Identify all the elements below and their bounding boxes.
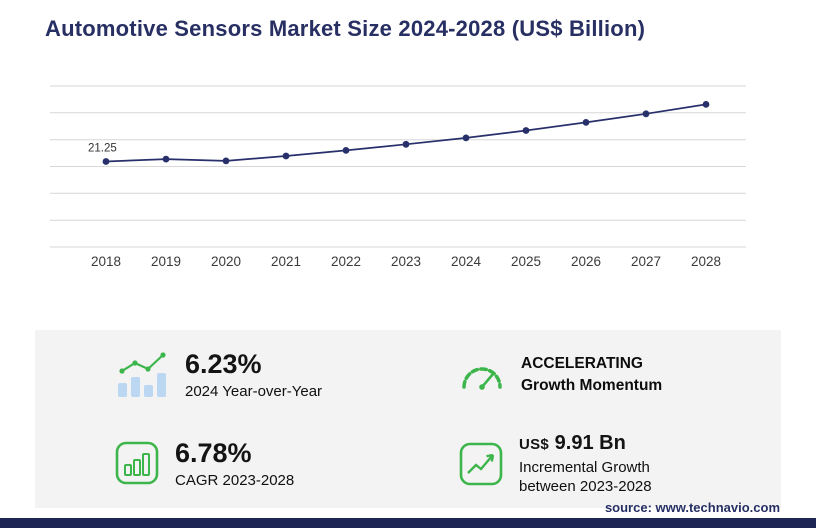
svg-text:2019: 2019: [151, 254, 181, 269]
market-size-line-chart: 2018 2019 2020 2021 2022 2023 2024 2025 2026 2027…: [50, 85, 746, 269]
stat-yoy-growth: 6.23% 2024 Year-over-Year: [35, 349, 413, 400]
svg-text:2025: 2025: [511, 254, 541, 269]
line-growth-frame-icon: [459, 442, 503, 486]
stats-panel: 6.23% 2024 Year-over-Year ACCELERATING G…: [35, 330, 781, 508]
momentum-value: ACCELERATING: [521, 354, 643, 372]
svg-text:2023: 2023: [391, 254, 421, 269]
svg-text:2024: 2024: [451, 254, 482, 269]
yoy-label: 2024 Year-over-Year: [185, 382, 323, 400]
momentum-label: Growth Momentum: [521, 376, 663, 394]
chart-points: [102, 101, 710, 165]
bar-chart-frame-icon: [115, 441, 159, 485]
yoy-value: 6.23%: [185, 349, 262, 380]
svg-text:2020: 2020: [211, 254, 241, 269]
svg-text:2027: 2027: [631, 254, 661, 269]
svg-text:2022: 2022: [331, 254, 361, 269]
svg-text:2021: 2021: [271, 254, 301, 269]
incremental-value: US$ 9.91 Bn: [519, 431, 626, 454]
bar-line-growth-icon: [115, 351, 169, 398]
cagr-value: 6.78%: [175, 438, 252, 469]
first-point-data-label: 21.25: [88, 143, 117, 155]
cagr-label: CAGR 2023-2028: [175, 471, 295, 489]
footer-bar: [0, 518, 816, 528]
speedometer-icon: [459, 358, 505, 392]
page-title: Automotive Sensors Market Size 2024-2028…: [45, 16, 646, 41]
svg-text:2028: 2028: [691, 254, 721, 269]
svg-text:2018: 2018: [91, 254, 121, 269]
stat-cagr: 6.78% CAGR 2023-2028: [35, 438, 413, 489]
stat-incremental-growth: US$ 9.91 Bn Incremental Growth between 2…: [413, 431, 781, 496]
svg-text:2026: 2026: [571, 254, 601, 269]
chart-x-axis-labels: 2018 2019 2020 2021 2022 2023 2024 2025 2026 2027…: [91, 254, 721, 269]
source-credit: source: www.technavio.com: [604, 500, 780, 515]
incremental-label: Incremental Growth between 2023-2028: [519, 458, 652, 495]
stat-growth-momentum: ACCELERATING Growth Momentum: [413, 353, 781, 396]
chart-gridlines: [50, 85, 746, 248]
